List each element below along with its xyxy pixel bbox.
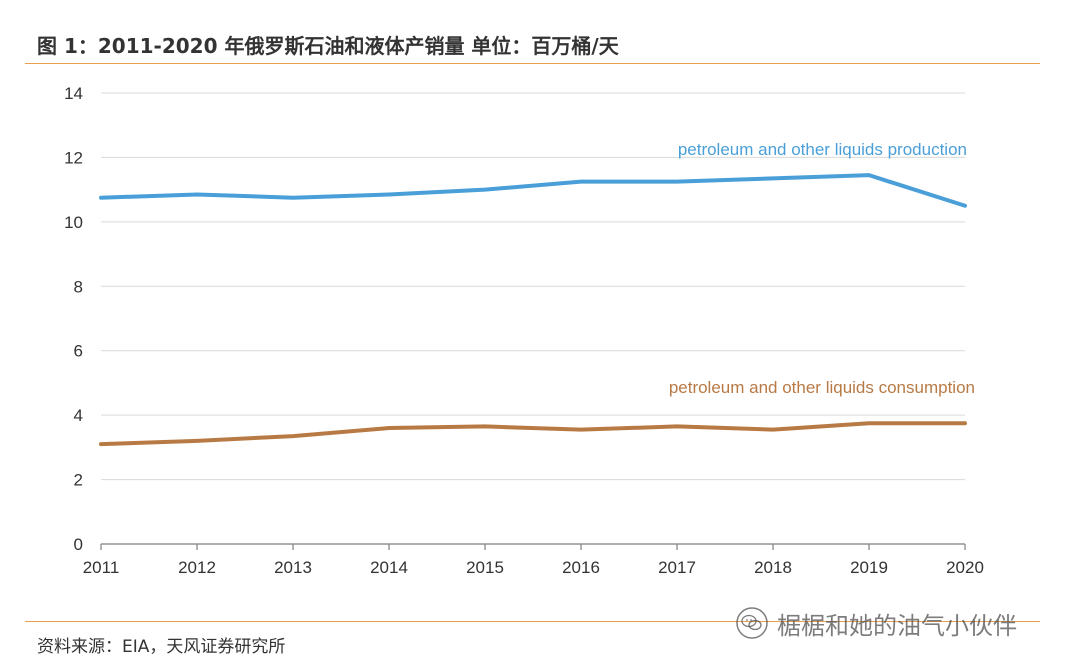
y-tick-label: 6 <box>74 342 83 361</box>
consumption-series-label: petroleum and other liquids consumption <box>669 378 975 397</box>
production-series-label: petroleum and other liquids production <box>678 140 967 159</box>
axes <box>100 543 966 550</box>
source-note: 资料来源：EIA，天风证券研究所 <box>37 637 286 657</box>
watermark-text: 椐椐和她的油气小伙伴 <box>777 611 1017 640</box>
x-tick-label: 2011 <box>83 558 120 577</box>
grid-lines <box>101 92 965 481</box>
wechat-icon <box>736 607 768 639</box>
watermark: 椐椐和她的油气小伙伴 <box>735 605 1017 641</box>
x-tick-label: 2015 <box>466 558 504 577</box>
y-tick-label: 14 <box>64 84 83 103</box>
series-lines <box>99 173 967 447</box>
x-tick-label: 2016 <box>562 558 600 577</box>
consumption-line <box>99 421 967 447</box>
top-divider <box>25 63 1040 64</box>
labels: 0 2 4 6 8 10 12 14 2011 2012 2013 2014 2015 2016 2017 2… <box>64 84 984 577</box>
bottom-divider <box>25 621 1040 622</box>
y-tick-label: 12 <box>64 148 83 167</box>
y-tick-label: 4 <box>74 406 83 425</box>
chart-title: 图 1：2011-2020 年俄罗斯石油和液体产销量 单位：百万桶/天 <box>37 34 619 58</box>
y-tick-label: 0 <box>74 535 83 554</box>
x-tick-label: 2017 <box>658 558 696 577</box>
x-tick-label: 2012 <box>178 558 216 577</box>
y-tick-label: 2 <box>74 471 83 490</box>
x-tick-label: 2014 <box>370 558 408 577</box>
x-tick-label: 2019 <box>850 558 888 577</box>
production-line <box>99 173 967 208</box>
y-tick-label: 8 <box>74 277 83 296</box>
line-chart: 0 2 4 6 8 10 12 14 2011 2012 2013 2014 2015 2016 2017 2… <box>64 84 984 577</box>
x-tick-label: 2013 <box>274 558 312 577</box>
x-tick-label: 2018 <box>754 558 792 577</box>
x-tick-label: 2020 <box>946 558 984 577</box>
y-tick-label: 10 <box>64 213 83 232</box>
